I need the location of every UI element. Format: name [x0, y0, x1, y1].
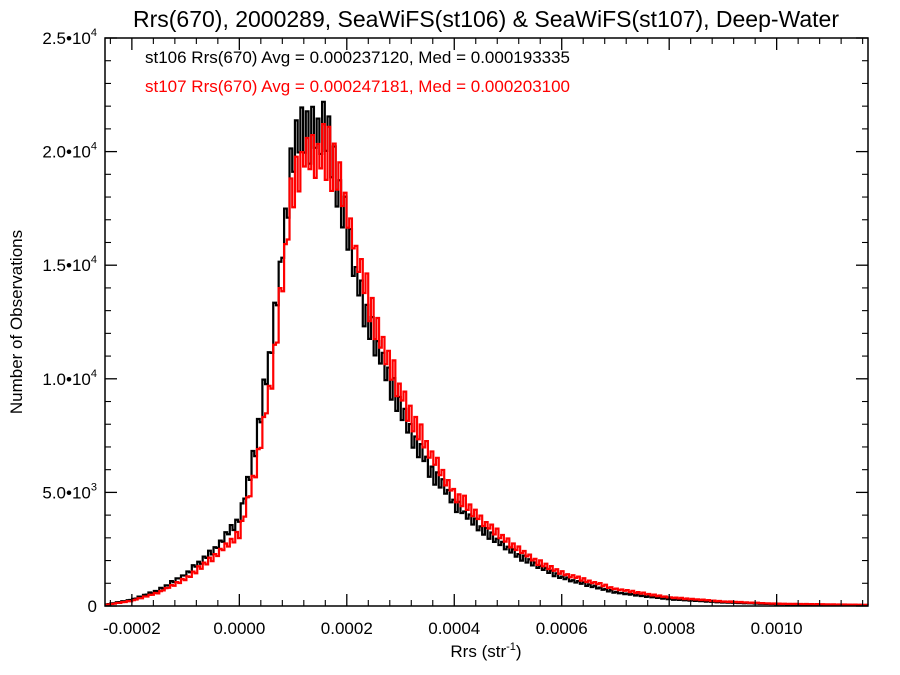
x-tick-label: 0.0000	[213, 619, 265, 638]
x-tick-label: 0.0006	[536, 619, 588, 638]
y-axis-label: Number of Observations	[7, 230, 26, 414]
y-tick-label: 1.5•104	[42, 254, 97, 275]
y-tick-label: 0	[88, 597, 97, 616]
x-axis-label-sup: -1	[506, 641, 516, 653]
x-tick-label: -0.0002	[103, 619, 161, 638]
x-tick-label: 0.0008	[643, 619, 695, 638]
x-axis-label: Rrs (str-1)	[450, 641, 521, 661]
chart-title: Rrs(670), 2000289, SeaWiFS(st106) & SeaW…	[133, 6, 839, 32]
y-tick-label: 1.0•104	[42, 368, 97, 389]
y-tick-label: 5.0•103	[42, 481, 97, 502]
annotation-st106: st106 Rrs(670) Avg = 0.000237120, Med = …	[145, 48, 570, 67]
x-axis-label-end: )	[516, 642, 522, 661]
y-tick-label: 2.5•104	[42, 27, 97, 48]
y-tick-labels: 0 5.0•103 1.0•104 1.5•104 2.0•104 2.5•104	[42, 27, 97, 616]
series-layer	[105, 100, 869, 607]
x-axis-label-main: Rrs (str	[450, 642, 506, 661]
x-tick-label: 0.0004	[428, 619, 480, 638]
x-tick-label: 0.0002	[321, 619, 373, 638]
x-tick-labels: -0.0002 0.0000 0.0002 0.0004 0.0006 0.0008 0.0…	[103, 619, 803, 638]
series-st106-line	[105, 100, 869, 607]
x-tick-label: 0.0010	[751, 619, 803, 638]
ticks-layer	[105, 37, 868, 607]
series-st107-line	[105, 123, 869, 607]
plot-frame	[104, 37, 869, 607]
y-tick-label: 2.0•104	[42, 141, 97, 162]
annotation-st107: st107 Rrs(670) Avg = 0.000247181, Med = …	[145, 77, 570, 96]
